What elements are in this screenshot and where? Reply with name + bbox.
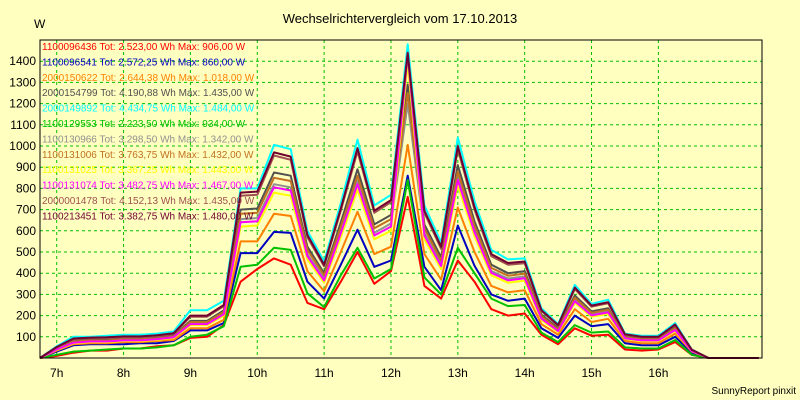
y-tick-label: 500: [16, 245, 36, 259]
plot-frame: [39, 39, 763, 359]
y-tick-label: 800: [16, 181, 36, 195]
legend-entry: 1100131074 Tot: 3.482,75 Wh Max: 1.467,0…: [42, 181, 254, 192]
x-tick-label: 14h: [515, 366, 535, 380]
x-tick-label: 10h: [247, 366, 267, 380]
legend-entry: 2000150622 Tot: 2.644,38 Wh Max: 1.018,0…: [42, 73, 255, 84]
x-tick-label: 12h: [381, 366, 401, 380]
y-tick-label: 100: [16, 330, 36, 344]
y-tick-label: 1200: [9, 97, 36, 111]
legend-entry: 1100096436 Tot: 2.523,00 Wh Max: 906,00 …: [42, 42, 246, 53]
x-tick-label: 15h: [582, 366, 602, 380]
x-axis-ticks: 7h 8h 9h 10h 11h 12h 13h 14h 15h 16h: [50, 366, 668, 380]
legend-entry: 1100131025 Tot: 3.367,25 Wh Max: 1.443,0…: [42, 165, 254, 176]
footer-credit: SunnyReport pinxit: [712, 386, 797, 397]
x-tick-label: 7h: [50, 366, 63, 380]
y-tick-label: 1100: [10, 118, 36, 132]
legend-entry: 2000001478 Tot: 4.152,13 Wh Max: 1.435,0…: [42, 196, 255, 207]
series-line-10: [39, 53, 759, 359]
x-tick-label: 16h: [648, 366, 668, 380]
y-tick-label: 200: [16, 309, 36, 323]
legend-entry: 2000149892 Tot: 4.434,75 Wh Max: 1.484,0…: [42, 104, 255, 115]
legend-entry: 2000154799 Tot: 4.190,88 Wh Max: 1.435,0…: [42, 88, 255, 99]
legend-entry: 1100129553 Tot: 2.223,50 Wh Max: 934,00 …: [42, 119, 246, 130]
y-tick-label: 400: [16, 266, 36, 280]
y-tick-label: 1000: [9, 139, 36, 153]
chart-title: Wechselrichtervergleich vom 17.10.2013: [283, 11, 518, 26]
series-line-2: [39, 174, 759, 359]
legend-entry: 1100131006 Tot: 3.763,75 Wh Max: 1.432,0…: [42, 150, 254, 161]
legend-entry: 1100130966 Tot: 3.298,50 Wh Max: 1.342,0…: [42, 134, 254, 145]
x-tick-label: 8h: [117, 366, 130, 380]
y-tick-label: 300: [16, 287, 36, 301]
legend-entry: 1100096541 Tot: 2.572,25 Wh Max: 860,00 …: [42, 57, 246, 68]
x-tick-label: 9h: [184, 366, 197, 380]
series-lines: [39, 43, 759, 359]
y-tick-label: 700: [16, 203, 36, 217]
y-tick-label: 1300: [9, 75, 36, 89]
series-line-6: [39, 178, 759, 359]
legend: 1100096436 Tot: 2.523,00 Wh Max: 906,00 …: [42, 42, 255, 222]
x-tick-label: 11h: [315, 366, 334, 380]
y-tick-label: 600: [16, 224, 36, 238]
legend-entry: 1100213451 Tot: 3.382,75 Wh Max: 1.480,0…: [42, 211, 254, 222]
y-axis-label: W: [34, 17, 46, 31]
y-axis-ticks: 100 200 300 400 500 600 700 800 900 1000 1100 1200 1…: [9, 54, 36, 344]
series-line-12: [39, 51, 759, 359]
y-tick-label: 900: [16, 160, 36, 174]
x-tick-label: 13h: [448, 366, 468, 380]
y-tick-label: 1400: [9, 54, 36, 68]
series-line-3: [39, 143, 759, 359]
